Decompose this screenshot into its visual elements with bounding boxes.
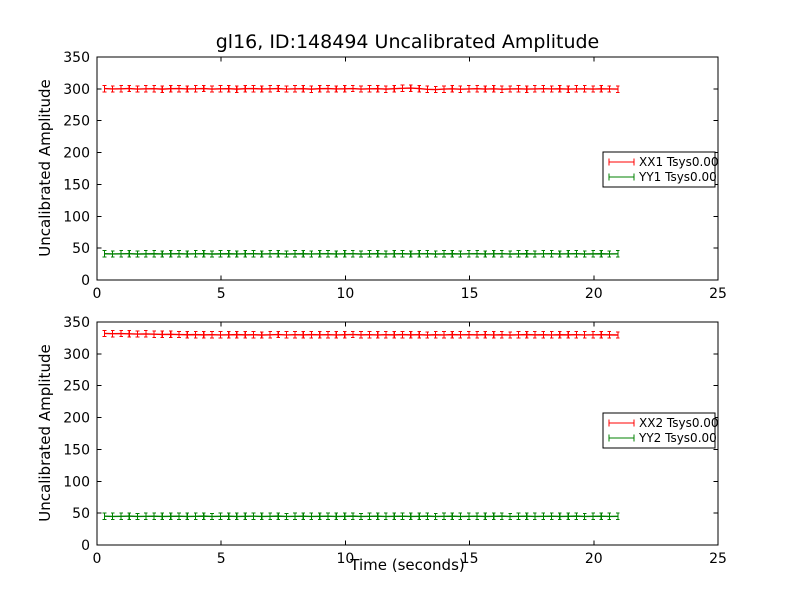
- x-tick-label: 15: [461, 286, 479, 302]
- y-tick-label: 50: [72, 506, 90, 522]
- y-tick-label: 200: [63, 411, 90, 427]
- legend-entry-label: YY1 Tsys0.00: [638, 170, 717, 184]
- y-axis-label-top: Uncalibrated Amplitude: [36, 79, 54, 257]
- x-tick-label: 0: [93, 286, 102, 302]
- y-tick-label: 100: [63, 474, 90, 490]
- y-axis-label-bottom: Uncalibrated Amplitude: [36, 344, 54, 522]
- plot-border: [96, 321, 719, 546]
- x-tick-label: 5: [217, 286, 226, 302]
- y-tick-label: 50: [72, 241, 90, 257]
- legend-entry-label: XX2 Tsys0.00: [639, 416, 719, 430]
- chart-title: gl16, ID:148494 Uncalibrated Amplitude: [215, 31, 600, 53]
- y-tick-label: 0: [81, 538, 90, 554]
- data-series-line: [104, 332, 618, 336]
- x-tick-label: 5: [217, 551, 226, 567]
- x-tick-label: 0: [93, 551, 102, 567]
- y-tick-label: 150: [63, 177, 90, 193]
- x-tick-label: 20: [585, 551, 603, 567]
- legend-box: [602, 412, 716, 449]
- y-tick-label: 100: [63, 209, 90, 225]
- x-tick-label: 25: [709, 551, 727, 567]
- x-tick-label: 10: [336, 551, 354, 567]
- x-tick-label: 10: [336, 286, 354, 302]
- y-tick-label: 300: [63, 347, 90, 363]
- x-tick-label: 20: [585, 286, 603, 302]
- y-tick-label: 200: [63, 146, 90, 162]
- legend-entry-label: XX1 Tsys0.00: [639, 155, 719, 169]
- legend-box: [602, 151, 716, 188]
- y-tick-label: 300: [63, 82, 90, 98]
- y-tick-label: 350: [63, 315, 90, 331]
- data-series-line: [104, 87, 618, 91]
- y-tick-label: 350: [63, 50, 90, 66]
- plot-border: [96, 56, 719, 281]
- legend-entry-label: YY2 Tsys0.00: [638, 431, 717, 445]
- y-tick-label: 150: [63, 442, 90, 458]
- y-tick-label: 0: [81, 273, 90, 289]
- y-tick-label: 250: [63, 379, 90, 395]
- y-tick-label: 250: [63, 114, 90, 130]
- x-tick-label: 15: [461, 551, 479, 567]
- x-axis-label: Time (seconds): [350, 556, 465, 574]
- x-tick-label: 25: [709, 286, 727, 302]
